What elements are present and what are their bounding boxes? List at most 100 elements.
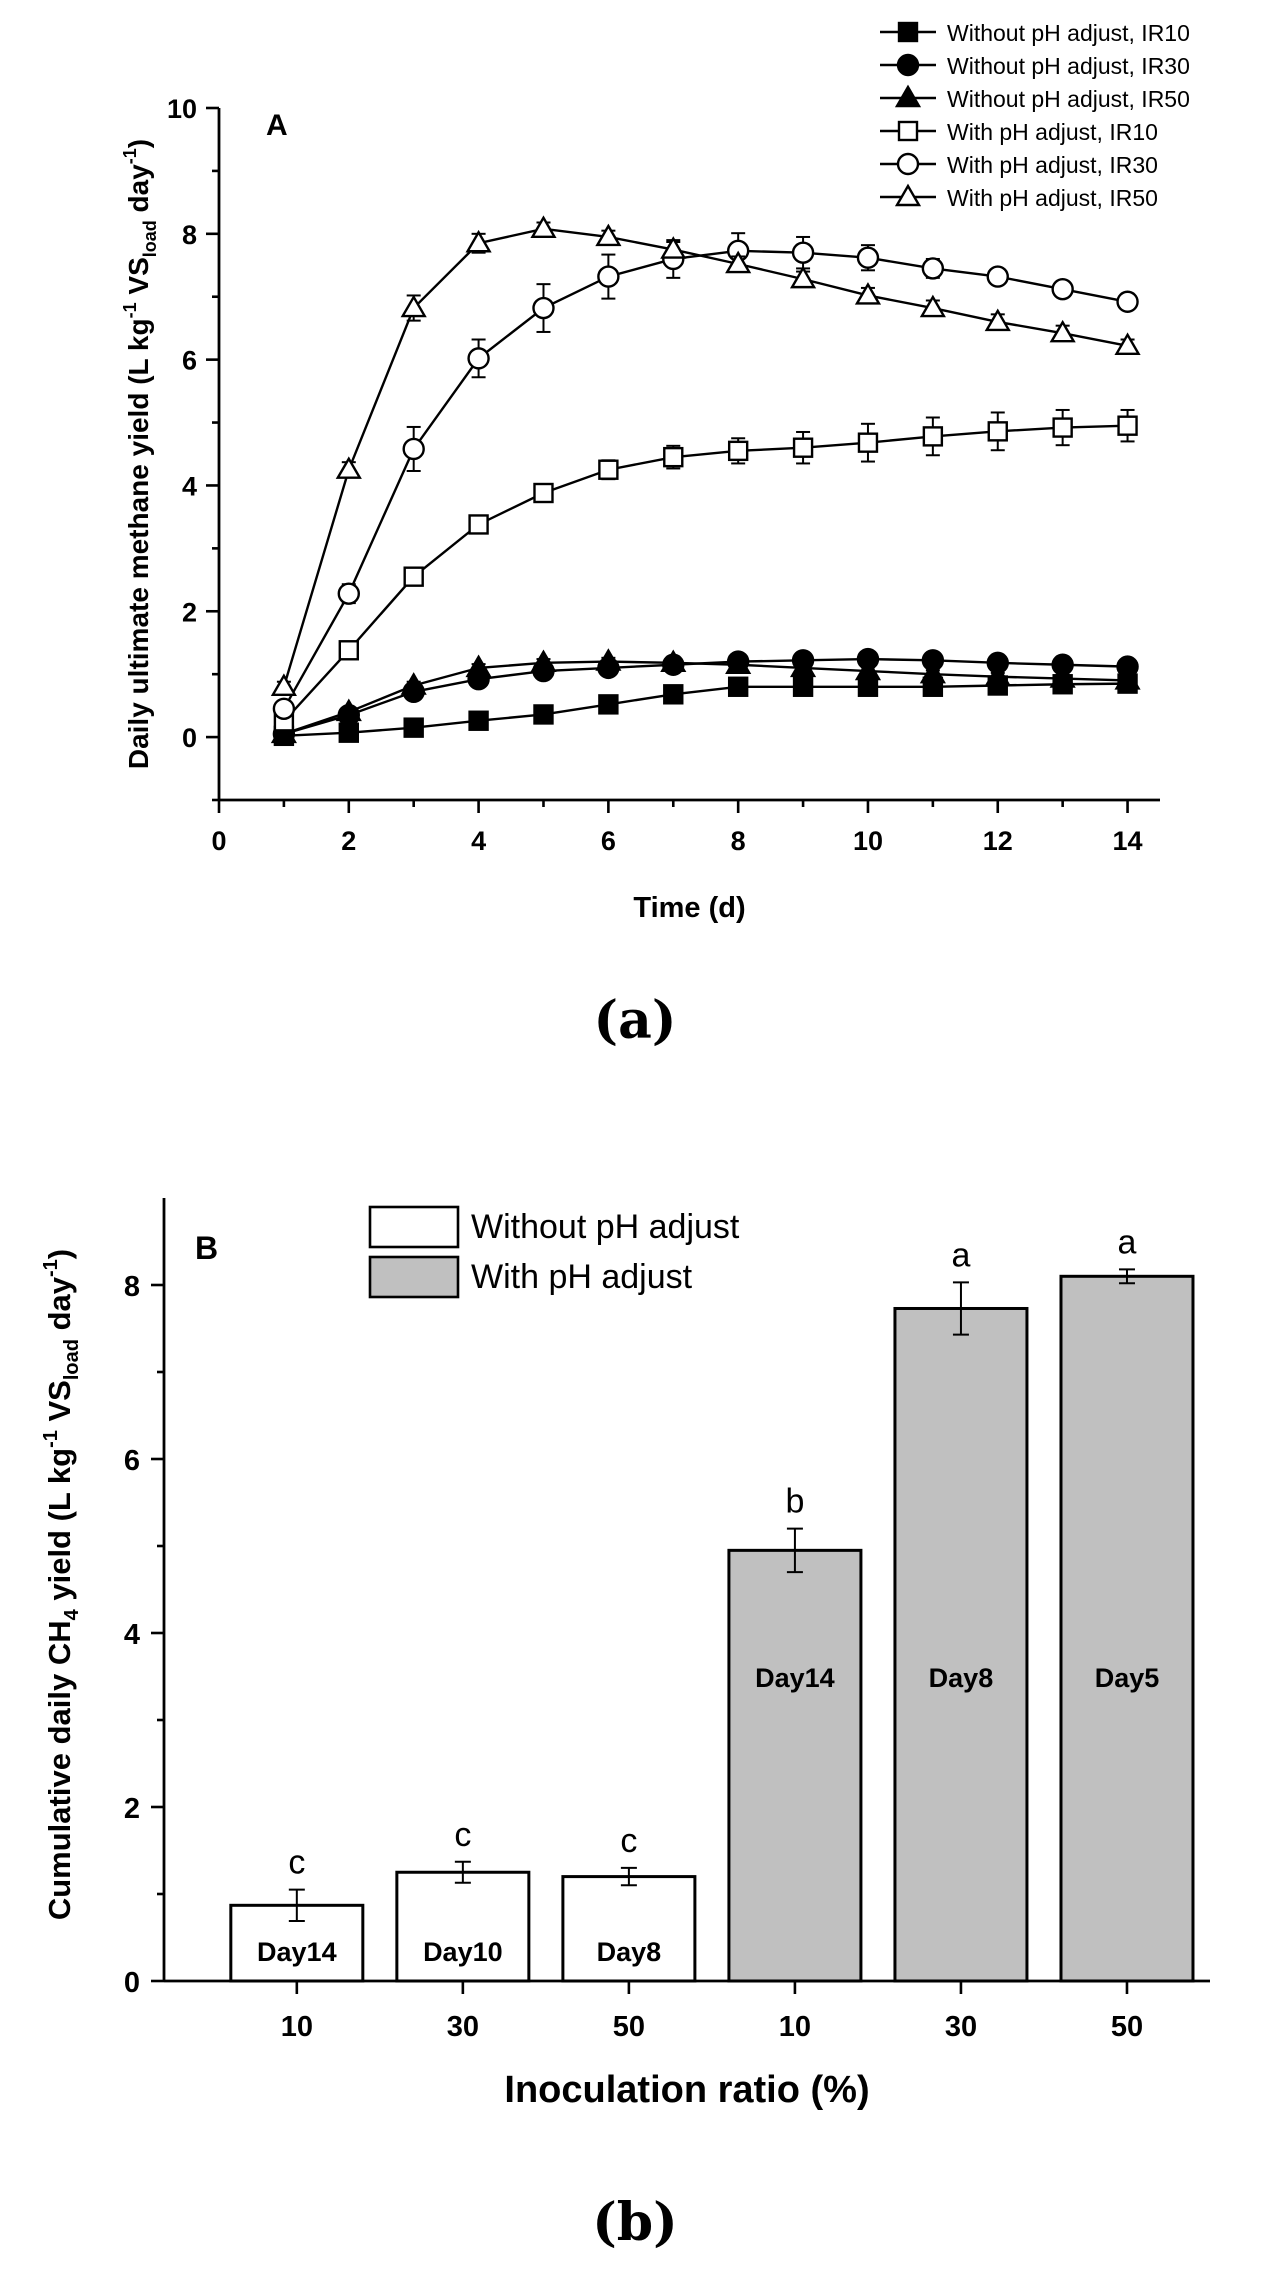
data-point	[1052, 417, 1073, 438]
legend-marker	[897, 120, 919, 142]
data-point	[791, 241, 815, 264]
x-tick-label: 0	[211, 826, 226, 856]
x-axis-title: Inoculation ratio (%)	[504, 2069, 869, 2111]
significance-letter: c	[288, 1844, 305, 1882]
caption-b: (b)	[592, 2192, 678, 2253]
data-point	[337, 582, 360, 605]
data-point	[595, 648, 622, 671]
bar-day-label: Day14	[257, 1937, 337, 1967]
y-tick-label: 8	[182, 220, 197, 250]
data-point	[789, 265, 817, 289]
x-tick-label: 10	[281, 2011, 313, 2043]
data-point	[660, 236, 687, 259]
legend-marker	[897, 21, 919, 43]
data-point	[792, 676, 814, 697]
data-point	[1049, 665, 1076, 688]
data-point	[663, 684, 684, 705]
legend-a: Without pH adjust, IR10 Without pH adjust…	[880, 20, 1190, 211]
bar-day-label: Day8	[597, 1937, 662, 1967]
bar-group: Day8 c	[561, 1822, 697, 1983]
data-point	[468, 710, 489, 731]
data-point	[270, 720, 297, 744]
data-point	[789, 654, 817, 678]
y-tick-label: 0	[182, 723, 197, 753]
bar	[893, 1306, 1029, 1983]
y-tick-label: 2	[182, 597, 197, 627]
data-point	[922, 426, 944, 447]
data-point	[467, 347, 490, 370]
x-tick-label: 30	[945, 2011, 977, 2043]
data-point	[530, 649, 557, 673]
x-tick-label: 14	[1113, 826, 1143, 856]
data-point	[857, 676, 879, 697]
data-point	[1117, 415, 1138, 436]
data-point	[660, 649, 687, 673]
data-point	[792, 437, 814, 458]
significance-letter: a	[951, 1236, 970, 1274]
data-point	[986, 265, 1009, 288]
data-point	[919, 294, 946, 318]
bar-day-label: Day10	[423, 1937, 503, 1967]
y-tick-label: 4	[124, 1619, 140, 1651]
legend-entry: With pH adjust, IR30	[947, 152, 1158, 178]
data-point	[1114, 667, 1141, 690]
y-tick-label: 6	[182, 346, 197, 376]
significance-letter: a	[1118, 1223, 1137, 1261]
legend-marker	[894, 183, 922, 207]
data-point	[400, 672, 427, 695]
data-point	[984, 663, 1011, 686]
data-point	[532, 296, 555, 320]
legend-entry: With pH adjust	[471, 1258, 693, 1296]
x-axis-title: Time (d)	[633, 892, 745, 924]
data-point	[597, 265, 620, 288]
bar-group: Day14 c	[229, 1844, 365, 1983]
data-point	[725, 651, 752, 674]
data-point	[921, 257, 945, 280]
legend-b: Without pH adjust With pH adjust	[368, 1205, 740, 1299]
data-point	[270, 673, 297, 696]
bar	[727, 1548, 863, 1983]
data-point	[335, 698, 362, 722]
x-tick-label: 30	[447, 2011, 479, 2043]
significance-letter: c	[454, 1816, 471, 1854]
legend-entry: With pH adjust, IR50	[947, 185, 1158, 211]
y-tick-label: 10	[167, 94, 197, 124]
data-point	[1049, 319, 1076, 343]
data-point	[1116, 290, 1139, 313]
x-tick-label: 50	[613, 2011, 645, 2043]
legend-entry: Without pH adjust, IR50	[947, 86, 1190, 112]
bar-chart-panel-b: 0 2 4 6 8 B Inoculation ratio (%) Cumulative da…	[40, 1198, 1210, 2253]
data-point	[338, 722, 359, 743]
x-tick-label: 50	[1111, 2011, 1143, 2043]
data-point	[663, 446, 684, 468]
legend-marker	[896, 53, 920, 77]
data-point	[856, 246, 880, 269]
bar-day-label: Day14	[755, 1663, 835, 1693]
data-point	[857, 432, 879, 453]
significance-letter: c	[620, 1822, 637, 1860]
data-point	[403, 566, 424, 587]
data-point	[403, 717, 424, 738]
legend-entry: Without pH adjust	[471, 1208, 740, 1246]
data-point	[987, 421, 1008, 442]
bar-group: Day8 a	[893, 1236, 1029, 1983]
legend-entry: Without pH adjust, IR10	[947, 20, 1190, 46]
data-point	[598, 694, 619, 715]
data-point	[335, 456, 362, 479]
y-tick-label: 0	[124, 1967, 140, 1999]
legend-entry: With pH adjust, IR10	[947, 119, 1158, 145]
y-axis-title: Daily ultimate methane yield (L kg-1 VSl…	[120, 139, 160, 769]
data-point	[530, 215, 557, 238]
legend-swatch	[368, 1255, 460, 1299]
data-point	[727, 676, 749, 697]
legend-marker	[896, 152, 920, 176]
data-point	[1051, 277, 1074, 301]
panel-letter-b: B	[195, 1230, 218, 1266]
x-tick-label: 8	[731, 826, 746, 856]
series-square-open	[273, 408, 1138, 732]
panel-letter-a: A	[266, 109, 288, 142]
data-point	[595, 223, 622, 247]
series-triangle-open	[270, 215, 1141, 696]
